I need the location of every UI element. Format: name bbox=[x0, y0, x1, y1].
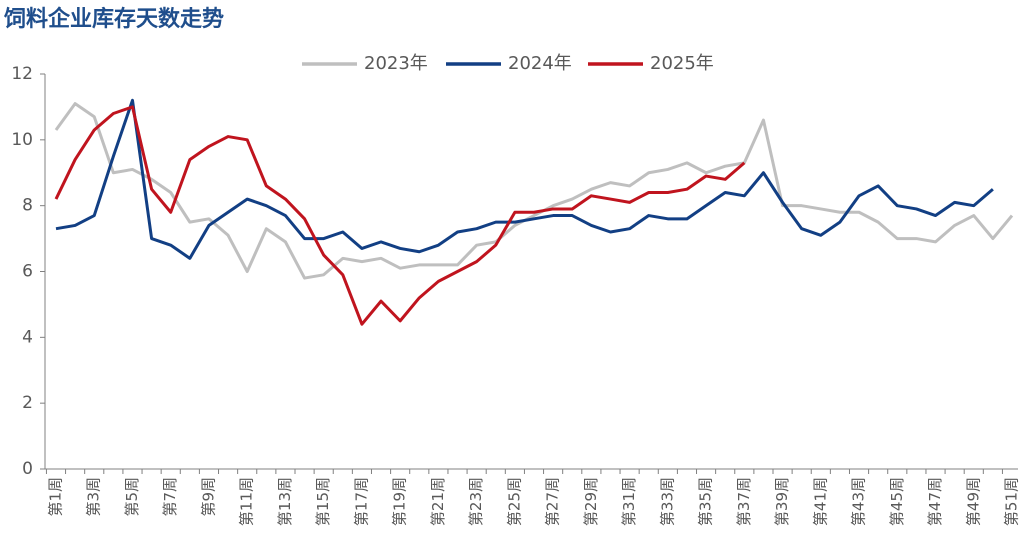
x-tick-label: 第5周 bbox=[123, 477, 141, 517]
x-tick-label: 第21周 bbox=[429, 477, 447, 526]
y-tick-label: 6 bbox=[22, 262, 33, 282]
x-tick-label: 第51周 bbox=[1003, 477, 1021, 526]
x-tick-label: 第27周 bbox=[544, 477, 562, 526]
legend-label: 2025年 bbox=[650, 53, 714, 74]
legend-label: 2023年 bbox=[364, 53, 428, 74]
x-tick-label: 第23周 bbox=[467, 477, 485, 526]
y-tick-label: 10 bbox=[11, 130, 33, 150]
legend-label: 2024年 bbox=[508, 53, 572, 74]
y-tick-label: 0 bbox=[22, 459, 33, 479]
x-tick-label: 第35周 bbox=[697, 477, 715, 526]
x-tick-label: 第39周 bbox=[773, 477, 791, 526]
series-line bbox=[55, 98, 994, 260]
x-tick-label: 第37周 bbox=[735, 477, 753, 526]
x-tick-label: 第45周 bbox=[888, 477, 906, 526]
x-tick-label: 第3周 bbox=[85, 477, 103, 517]
x-tick-label: 第47周 bbox=[926, 477, 944, 526]
x-tick-label: 第49周 bbox=[964, 477, 982, 526]
y-tick-label: 8 bbox=[22, 196, 33, 216]
x-tick-label: 第19周 bbox=[391, 477, 409, 526]
x-tick-label: 第33周 bbox=[658, 477, 676, 526]
x-tick-label: 第17周 bbox=[352, 477, 370, 526]
x-tick-label: 第7周 bbox=[161, 477, 179, 517]
series-line bbox=[54, 102, 1014, 280]
x-tick-label: 第31周 bbox=[620, 477, 638, 526]
x-tick-label: 第41周 bbox=[811, 477, 829, 526]
chart-title: 饲料企业库存天数走势 bbox=[3, 6, 224, 32]
x-tick-label: 第11周 bbox=[238, 477, 256, 526]
y-tick-label: 4 bbox=[22, 327, 33, 347]
x-tick-label: 第13周 bbox=[276, 477, 294, 526]
x-tick-label: 第43周 bbox=[850, 477, 868, 526]
x-tick-label: 第9周 bbox=[199, 477, 217, 517]
y-tick-label: 12 bbox=[11, 64, 33, 84]
x-tick-label: 第25周 bbox=[505, 477, 523, 526]
x-tick-label: 第15周 bbox=[314, 477, 332, 526]
x-tick-label: 第1周 bbox=[47, 477, 65, 517]
x-tick-label: 第29周 bbox=[582, 477, 600, 526]
y-tick-label: 2 bbox=[22, 393, 33, 413]
series-line bbox=[54, 105, 746, 326]
